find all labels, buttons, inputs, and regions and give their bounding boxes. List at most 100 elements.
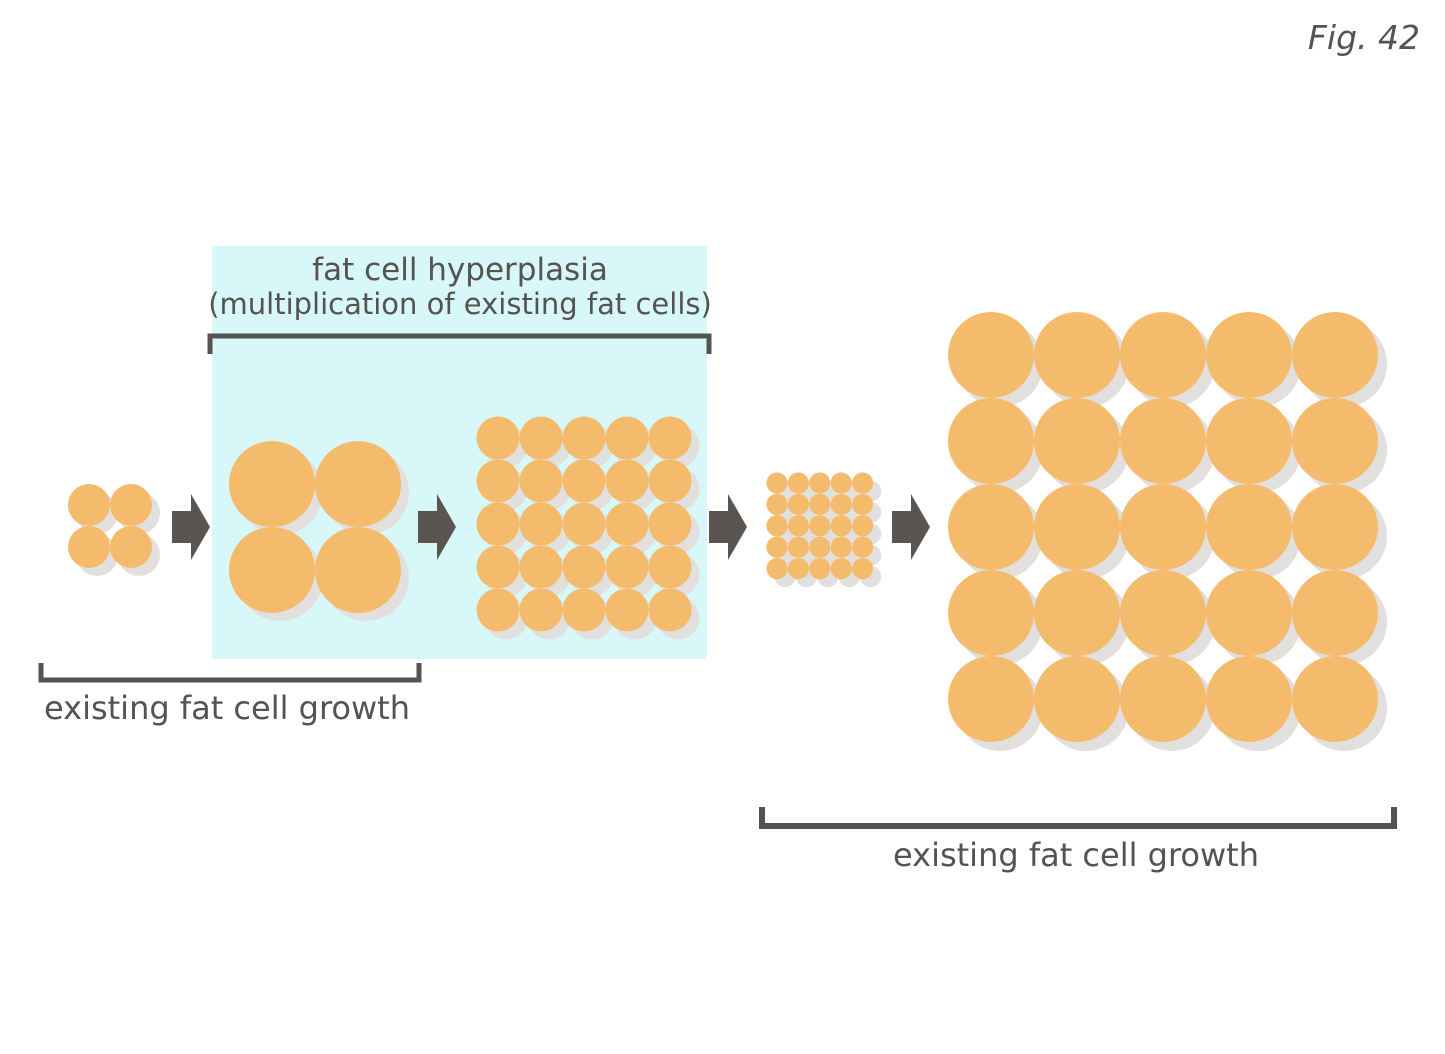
fat-cell (1034, 656, 1120, 742)
fat-cell (1206, 398, 1292, 484)
fat-cell (315, 441, 401, 527)
fat-cell (766, 515, 788, 537)
growth-right-label: existing fat cell growth (893, 836, 1259, 874)
fat-cell (766, 536, 788, 558)
fat-cell (948, 484, 1034, 570)
fat-cell (110, 526, 152, 568)
fat-cell (476, 588, 520, 632)
cell-group-stage-1 (68, 484, 160, 576)
fat-cell (766, 472, 788, 494)
fat-cell (766, 493, 788, 515)
fat-cell (809, 493, 831, 515)
fat-cell (1292, 312, 1378, 398)
fat-cell (787, 558, 810, 580)
fat-cell (519, 502, 563, 546)
fat-cell (1034, 312, 1120, 398)
fat-cell (605, 545, 649, 589)
fat-cell (1120, 312, 1206, 398)
fat-cell (1292, 398, 1378, 484)
fat-cell (562, 416, 606, 460)
growth-left-label: existing fat cell growth (44, 689, 410, 727)
fat-cell (948, 656, 1034, 742)
fat-cell (1292, 656, 1378, 742)
fat-cell (830, 493, 852, 515)
fat-cell (648, 588, 692, 632)
fat-cell (562, 502, 606, 546)
fat-cell (648, 545, 692, 589)
hyperplasia-subtitle: (multiplication of existing fat cells) (208, 287, 712, 321)
fat-cell (830, 558, 852, 580)
figure-label: Fig. 42 (1308, 18, 1420, 57)
fat-cell (605, 502, 649, 546)
fat-cell (1120, 570, 1206, 656)
fat-cell (68, 526, 110, 568)
fat-cell (948, 398, 1034, 484)
fat-cell (605, 416, 649, 460)
fat-cell (852, 515, 874, 537)
fat-cell (1034, 484, 1120, 570)
fat-cell (809, 558, 831, 580)
fat-cell (476, 545, 520, 589)
fat-cell (766, 558, 788, 580)
arrow-right-icon (172, 494, 210, 560)
fat-cell (787, 515, 810, 537)
arrow-right-icon (418, 494, 456, 560)
fat-cell (605, 459, 649, 503)
fat-cell (1120, 398, 1206, 484)
fat-cell (1034, 398, 1120, 484)
fat-cell (948, 312, 1034, 398)
fat-cell (562, 459, 606, 503)
fat-cell (787, 493, 810, 515)
fat-cell (1120, 656, 1206, 742)
fat-cell (476, 416, 520, 460)
fat-cell (315, 527, 401, 613)
fat-cell (519, 588, 563, 632)
fat-cell (787, 472, 810, 494)
fat-cell (830, 536, 852, 558)
fat-cell (852, 536, 874, 558)
arrow-right-icon (709, 494, 747, 560)
fat-cell (648, 502, 692, 546)
hyperplasia-bracket (207, 333, 712, 354)
cell-group-stage-2 (229, 441, 409, 621)
hyperplasia-title: fat cell hyperplasia (312, 252, 608, 288)
fat-cell (648, 459, 692, 503)
cell-group-stage-4 (766, 472, 882, 588)
fat-cell (830, 472, 852, 494)
fat-cell (110, 484, 152, 526)
fat-cell (519, 545, 563, 589)
fat-cell (68, 484, 110, 526)
cell-group-stage-5 (948, 312, 1387, 751)
growth-right-bracket (759, 807, 1397, 829)
arrow-right-icon (892, 494, 930, 560)
fat-cell (229, 527, 315, 613)
fat-cell (852, 558, 874, 580)
fat-cell (1292, 570, 1378, 656)
fat-cell (519, 459, 563, 503)
fat-cell (1292, 484, 1378, 570)
fat-cell (830, 515, 852, 537)
fat-cell (809, 536, 831, 558)
fat-cell (809, 472, 831, 494)
fat-cell (605, 588, 649, 632)
fat-cell (562, 588, 606, 632)
fat-cell (1206, 312, 1292, 398)
fat-cell (1034, 570, 1120, 656)
fat-cell (852, 472, 874, 494)
fat-cell (648, 416, 692, 460)
cell-group-stage-3 (476, 416, 700, 640)
fat-cell (229, 441, 315, 527)
fat-cell (1120, 484, 1206, 570)
fat-cell (476, 459, 520, 503)
fat-cell (1206, 484, 1292, 570)
fat-cell (562, 545, 606, 589)
fat-cell (519, 416, 563, 460)
fat-cell (809, 515, 831, 537)
fat-cell (787, 536, 810, 558)
fat-cell (476, 502, 520, 546)
fat-cell (1206, 570, 1292, 656)
fat-cell (1206, 656, 1292, 742)
fat-cell (948, 570, 1034, 656)
fat-cell (852, 493, 874, 515)
